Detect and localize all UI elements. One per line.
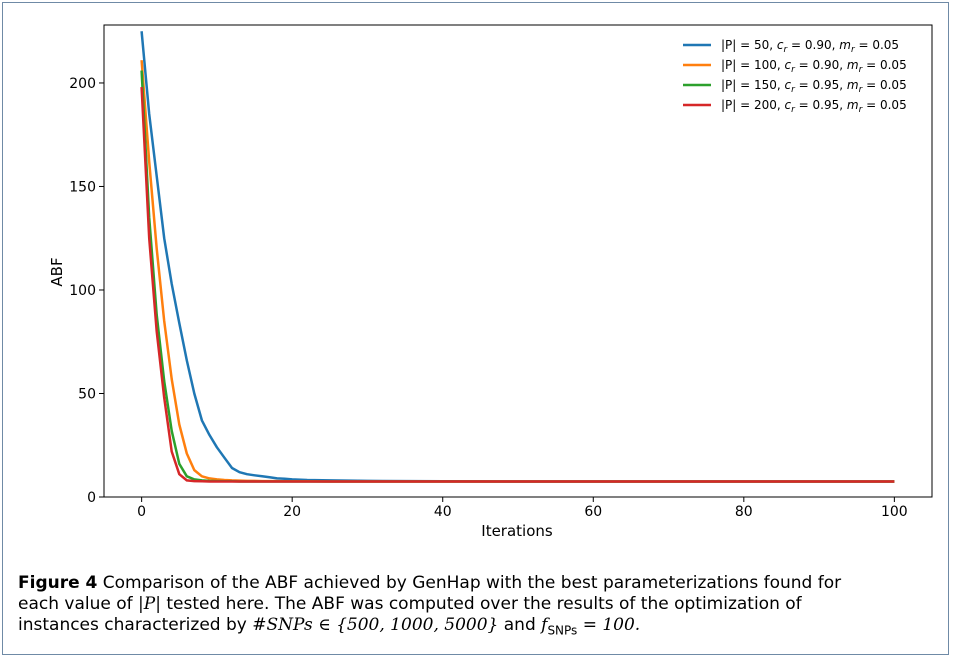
x-tick-label: 40 bbox=[434, 504, 452, 520]
caption-math-val: = 100. bbox=[577, 615, 641, 635]
chart: ABF Iterations 0 20 40 60 80 100050100150200 … bbox=[48, 24, 933, 540]
caption-line-2b: tested here. The ABF was computed over t… bbox=[160, 594, 802, 614]
caption-line-3a: instances characterized by bbox=[18, 615, 253, 635]
x-tick-label: 100 bbox=[881, 504, 908, 520]
plot-area-border bbox=[103, 24, 933, 498]
x-tick-label: 0 bbox=[137, 504, 146, 520]
y-tick-label: 0 bbox=[87, 490, 96, 506]
caption-math-p: |P| bbox=[138, 594, 161, 614]
x-tick-label: 60 bbox=[584, 504, 602, 520]
legend-label-3: |P| = 150, cr = 0.95, mr = 0.05 bbox=[721, 78, 907, 95]
x-tick-label: 80 bbox=[735, 504, 753, 520]
figure-label: Figure 4 bbox=[18, 573, 98, 593]
legend-label-4: |P| = 200, cr = 0.95, mr = 0.05 bbox=[721, 98, 907, 115]
series-line-2 bbox=[140, 60, 895, 483]
x-tick-label: 20 bbox=[283, 504, 301, 520]
caption-line-2a: each value of bbox=[18, 594, 139, 614]
legend-label-1: |P| = 50, cr = 0.90, mr = 0.05 bbox=[721, 38, 899, 55]
y-tick-label: 50 bbox=[78, 386, 96, 402]
series-line-4 bbox=[140, 87, 895, 483]
y-tick-label: 100 bbox=[69, 283, 96, 299]
figure-caption: Figure 4 Comparison of the ABF achieved … bbox=[18, 573, 938, 641]
caption-line-1: Comparison of the ABF achieved by GenHap… bbox=[97, 573, 842, 593]
caption-math-f: f bbox=[541, 615, 548, 635]
y-axis-label: ABF bbox=[48, 257, 66, 286]
series-line-3 bbox=[140, 70, 895, 483]
legend-label-2: |P| = 100, cr = 0.90, mr = 0.05 bbox=[721, 58, 907, 75]
caption-math-sub: SNPs bbox=[547, 623, 578, 638]
legend: |P| = 50, cr = 0.90, mr = 0.05 |P| = 100,… bbox=[683, 38, 907, 115]
caption-line-3b: and bbox=[498, 615, 542, 635]
y-tick-label: 200 bbox=[69, 76, 96, 92]
y-tick-label: 150 bbox=[69, 179, 96, 195]
x-axis-label: Iterations bbox=[481, 522, 553, 540]
caption-math-snps: #SNPs ∈ {500, 1000, 5000} bbox=[252, 615, 499, 635]
